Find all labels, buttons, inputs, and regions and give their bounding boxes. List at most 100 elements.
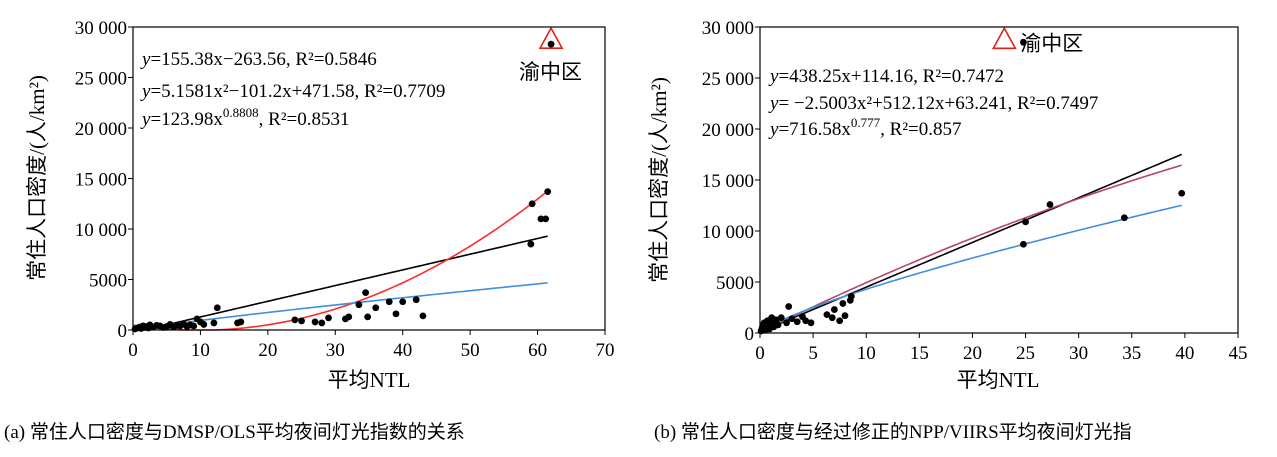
data-point	[783, 319, 790, 327]
data-point	[213, 304, 221, 312]
data-point	[364, 313, 372, 321]
x-tick-label: 15	[910, 343, 929, 364]
data-point	[385, 298, 393, 306]
x-tick-label: 20	[963, 343, 982, 364]
data-point	[830, 306, 838, 313]
x-tick-label: 50	[461, 340, 480, 361]
axes	[755, 26, 1239, 338]
data-point	[542, 215, 550, 223]
x-tick-label: 10	[857, 343, 876, 364]
fit-line-linear	[759, 153, 1183, 333]
data-point	[847, 292, 855, 300]
data-point	[1020, 240, 1027, 248]
data-point	[788, 315, 796, 323]
x-tick-label: 10	[191, 340, 210, 361]
data-point	[1022, 218, 1029, 226]
x-tick-label: 0	[128, 340, 138, 361]
equation-1: y= −2.5003x²+512.12x+63.241, R²=0.7497	[768, 93, 1098, 114]
annotation: 渝中区	[991, 26, 1083, 55]
data-point	[1020, 38, 1027, 46]
data-point	[392, 310, 400, 318]
data-point	[841, 312, 849, 320]
data-point	[318, 319, 326, 327]
triangle-marker	[991, 26, 1017, 50]
data-point	[345, 313, 353, 321]
equation-2: y=716.58x0.777, R²=0.857	[768, 115, 962, 140]
fit-line-poly2	[132, 190, 549, 331]
y-axis-label: 常住人口密度/(人/km²)	[25, 75, 49, 281]
x-tick-label: 25	[1016, 343, 1035, 364]
y-tick-label: 15 000	[702, 171, 754, 192]
fit-lines	[132, 190, 549, 331]
y-tick-label: 15 000	[75, 170, 127, 191]
data-point	[774, 321, 782, 329]
y-tick-label: 10 000	[75, 220, 127, 241]
annotation-label: 渝中区	[1020, 31, 1083, 55]
data-point	[785, 303, 793, 310]
data-point	[537, 215, 545, 223]
data-point	[547, 40, 555, 48]
y-axis-label: 常住人口密度/(人/km²)	[647, 77, 671, 283]
y-tick-labels: 0 5000 10 000 15 000 20 000 25 000 30 000	[75, 18, 127, 342]
chart-panel-a: 常住人口密度/(人/km²) 0 5000 10 000 15 000 20 000 25…	[25, 18, 615, 392]
fit-line-power	[759, 204, 1182, 334]
data-point	[839, 300, 847, 307]
data-point	[419, 312, 427, 320]
data-point	[355, 301, 363, 309]
y-tick-label: 0	[745, 324, 755, 345]
x-axis-label: 平均NTL	[957, 368, 1040, 392]
equation-0: y=438.25x+114.16, R²=0.7472	[768, 66, 1004, 87]
data-point	[772, 316, 780, 324]
annotation: 渝中区	[519, 26, 582, 84]
triangle-marker	[538, 26, 564, 49]
x-tick-label: 35	[1122, 343, 1141, 364]
y-tick-label: 25 000	[75, 69, 127, 90]
x-tick-label: 45	[1229, 343, 1248, 364]
data-point	[311, 318, 319, 326]
y-tick-label: 30 000	[702, 18, 754, 39]
x-tick-label: 20	[258, 340, 277, 361]
data-point	[372, 304, 380, 312]
x-axis-label: 平均NTL	[328, 368, 411, 392]
data-points	[131, 40, 555, 333]
y-tick-label: 20 000	[75, 119, 127, 140]
y-tick-label: 25 000	[702, 69, 754, 90]
fit-line-linear	[133, 235, 548, 331]
fit-line-poly2	[759, 164, 1182, 334]
chart-panel-b: 常住人口密度/(人/km²) 0 5000 10 000 15 000 20 000 25…	[647, 18, 1248, 392]
data-point	[823, 311, 831, 319]
data-point	[528, 200, 536, 208]
y-tick-label: 20 000	[702, 120, 754, 141]
equations: y=438.25x+114.16, R²=0.7472 y= −2.5003x²+…	[768, 66, 1098, 140]
x-tick-labels: 0 10 20 30 40 50 60 70	[128, 340, 614, 361]
data-point	[412, 296, 420, 304]
annotation-label: 渝中区	[519, 60, 582, 84]
caption-b: (b) 常住人口密度与经过修正的NPP/VIIRS平均夜间灯光指	[654, 421, 1132, 443]
x-tick-label: 30	[1069, 343, 1088, 364]
x-tick-label: 30	[326, 340, 345, 361]
data-point	[190, 322, 198, 330]
data-point	[200, 321, 208, 328]
axes	[128, 26, 606, 335]
data-points	[757, 38, 1186, 335]
y-tick-labels: 0 5000 10 000 15 000 20 000 25 000 30 000	[702, 18, 754, 345]
x-tick-label: 70	[596, 340, 615, 361]
x-tick-label: 0	[755, 343, 765, 364]
data-point	[544, 188, 552, 196]
data-point	[828, 314, 836, 322]
y-tick-label: 0	[118, 321, 128, 342]
data-point	[210, 319, 218, 327]
x-tick-label: 40	[393, 340, 412, 361]
data-point	[527, 240, 535, 248]
data-point	[836, 317, 844, 325]
x-tick-label: 5	[808, 343, 818, 364]
data-point	[325, 314, 332, 322]
data-point	[298, 317, 305, 325]
x-tick-labels: 0 5 10 15 20 25 30 35 40 45	[755, 343, 1247, 364]
x-tick-label: 60	[528, 340, 547, 361]
fit-lines	[759, 153, 1183, 334]
y-tick-label: 10 000	[702, 222, 754, 243]
data-point	[291, 316, 299, 324]
data-point	[807, 319, 815, 327]
